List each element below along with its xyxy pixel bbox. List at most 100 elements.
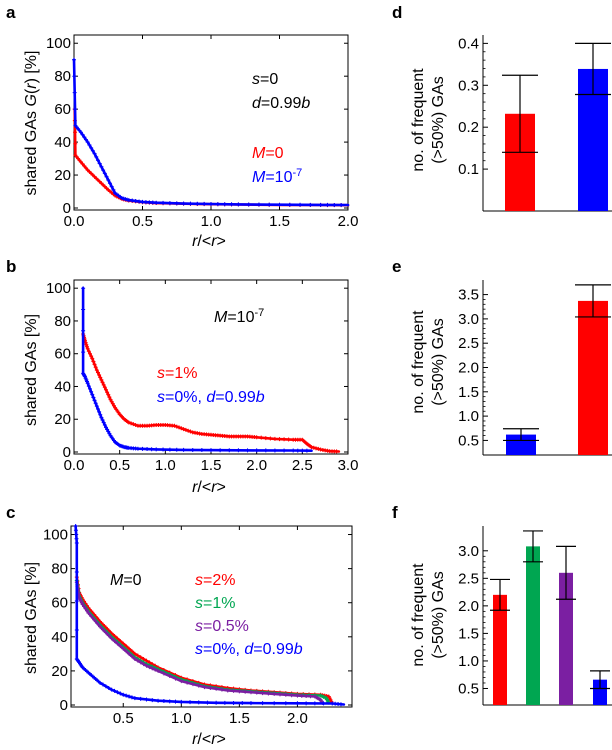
panel-a-frame xyxy=(73,34,349,211)
series-marker xyxy=(185,680,190,685)
series-marker xyxy=(167,699,172,704)
series-marker xyxy=(304,701,309,706)
series-marker xyxy=(97,161,102,166)
series-marker xyxy=(260,691,265,696)
series-marker xyxy=(227,448,232,453)
series-marker xyxy=(316,446,321,451)
series-marker xyxy=(286,437,291,442)
series-marker xyxy=(156,668,161,673)
series-marker xyxy=(81,307,86,312)
y-tick-label: 2.5 xyxy=(458,570,479,587)
series-marker xyxy=(181,201,186,206)
series-marker xyxy=(256,202,261,207)
series-marker xyxy=(129,695,134,700)
panel-label-e: e xyxy=(392,257,401,276)
series-marker xyxy=(248,690,253,695)
series-marker xyxy=(92,617,97,622)
series-marker xyxy=(150,698,155,703)
series-marker xyxy=(236,448,241,453)
series-marker xyxy=(126,198,131,203)
series-marker xyxy=(100,682,105,687)
series-marker xyxy=(144,697,149,702)
series-marker xyxy=(181,447,186,452)
y-tick-label: 0.4 xyxy=(458,35,479,52)
panel-c-data: 0.5 1.0 1.5 2.0 0 20 40 60 80 100 xyxy=(43,524,353,727)
series-marker xyxy=(287,202,292,207)
panel-b-frame xyxy=(73,279,349,455)
series-marker xyxy=(173,676,178,681)
series-marker xyxy=(82,163,87,168)
series-marker xyxy=(89,614,94,619)
y-tick-label: 20 xyxy=(54,167,71,184)
series-marker xyxy=(177,425,182,430)
panel-c-annotation-m: M=0 xyxy=(110,572,142,589)
series-marker xyxy=(86,349,91,354)
series-marker xyxy=(308,202,313,207)
series-marker xyxy=(103,425,108,430)
panel-d-data: 0.1 0.2 0.3 0.4 xyxy=(458,35,612,212)
series-marker xyxy=(99,377,104,382)
panel-f-ylabel-line2: (>50%) GAs xyxy=(430,571,447,659)
series-marker xyxy=(135,446,140,451)
y-tick-label: 2.0 xyxy=(458,598,479,615)
series-line-m-10-7 xyxy=(72,58,350,207)
series-marker xyxy=(89,389,94,394)
y-tick-label: 0.5 xyxy=(458,432,479,449)
series-marker xyxy=(339,202,344,207)
bar-2 xyxy=(526,546,540,705)
series-marker xyxy=(104,174,109,179)
panel-b-xlabel: r/<r> xyxy=(192,479,226,496)
series-marker xyxy=(129,654,134,659)
series-marker xyxy=(86,610,91,615)
y-tick-label: 0 xyxy=(63,200,71,217)
series-marker xyxy=(237,689,242,694)
series-marker xyxy=(100,380,105,385)
panel-a-annotation-s: s=0 xyxy=(252,71,278,88)
series-marker xyxy=(106,392,111,397)
series-marker xyxy=(179,699,184,704)
series-marker xyxy=(90,356,95,361)
series-marker xyxy=(298,202,303,207)
panel-c-legend-s1: s=1% xyxy=(195,595,235,612)
series-marker xyxy=(74,599,79,604)
bar-4 xyxy=(593,679,607,705)
series-marker xyxy=(150,666,155,671)
series-marker xyxy=(272,436,277,441)
series-marker xyxy=(181,427,186,432)
series-marker xyxy=(143,200,148,205)
panel-c-legend-s2: s=2% xyxy=(195,572,235,589)
series-marker xyxy=(84,342,89,347)
y-tick-label: 40 xyxy=(54,378,71,395)
series-marker xyxy=(98,412,103,417)
y-tick-label: 20 xyxy=(51,663,68,680)
series-marker xyxy=(299,693,304,698)
series-marker xyxy=(89,354,94,359)
panel-e-ylabel-line2: (>50%) GAs xyxy=(430,318,447,406)
panel-label-f: f xyxy=(392,503,398,522)
panel-f-ylabel-line1: no. of frequent xyxy=(410,563,427,667)
series-marker xyxy=(283,692,288,697)
x-tick-label: 1.0 xyxy=(201,213,222,230)
series-marker xyxy=(314,446,319,451)
panel-a-annotation-d: d=0.99b xyxy=(252,95,310,112)
series-marker xyxy=(308,694,313,699)
panel-a-xlabel: r/<r> xyxy=(192,233,226,250)
series-marker xyxy=(72,57,76,62)
panel-f-data: 0.5 1.0 1.5 2.0 2.5 3.0 xyxy=(458,526,612,706)
series-marker xyxy=(95,621,100,626)
x-tick-label: 1.0 xyxy=(171,710,192,727)
series-marker xyxy=(245,448,250,453)
series-marker xyxy=(149,447,154,452)
panel-c-legend-s05: s=0.5% xyxy=(195,618,249,635)
series-marker xyxy=(107,181,112,186)
bar-3 xyxy=(559,572,573,705)
series-marker xyxy=(92,398,97,403)
series-marker xyxy=(111,403,116,408)
series-marker xyxy=(334,449,339,454)
y-tick-label: 3.0 xyxy=(458,543,479,560)
series-marker xyxy=(135,653,140,658)
series-marker xyxy=(196,683,201,688)
x-tick-label: 2.5 xyxy=(292,457,313,474)
y-tick-label: 80 xyxy=(54,313,71,330)
series-marker xyxy=(106,177,111,182)
